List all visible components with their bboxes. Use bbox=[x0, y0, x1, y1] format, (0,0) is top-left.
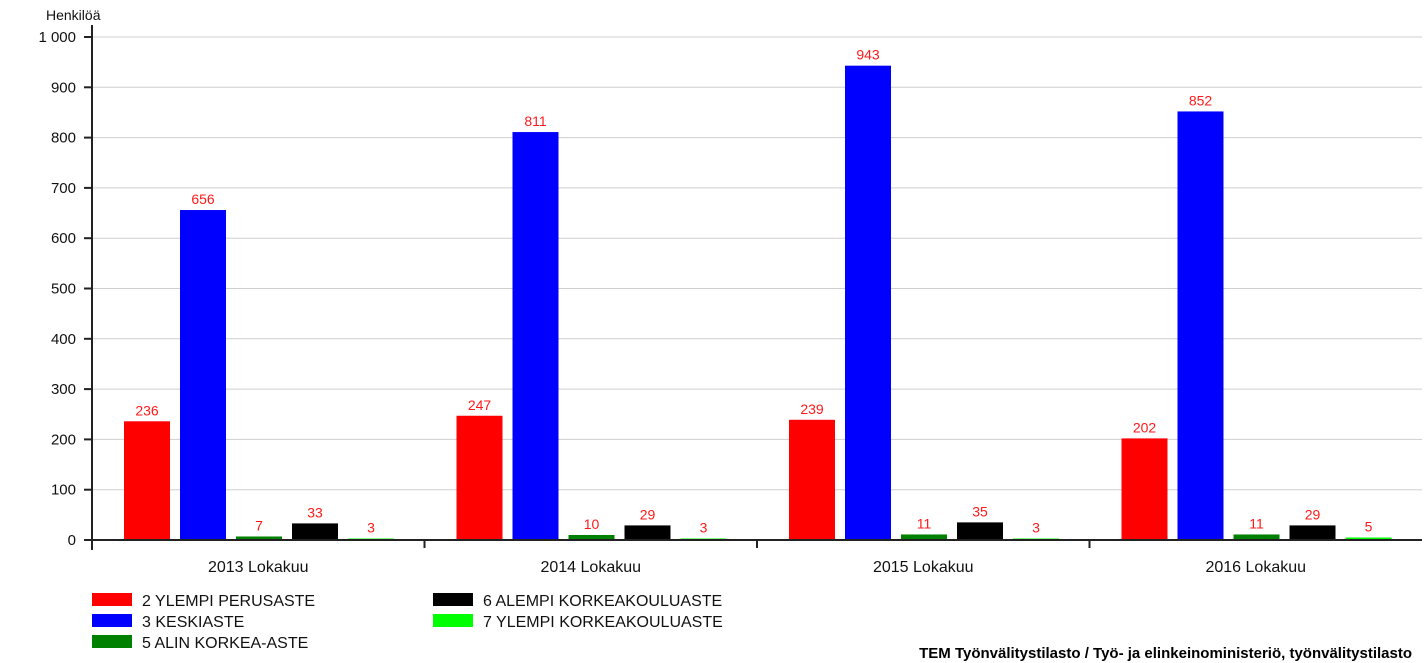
bar bbox=[512, 132, 559, 540]
bar bbox=[456, 415, 503, 540]
y-tick-label: 1 000 bbox=[38, 29, 76, 46]
bar bbox=[624, 525, 671, 540]
legend-swatch bbox=[92, 614, 132, 627]
data-label: 35 bbox=[972, 503, 988, 519]
data-label: 852 bbox=[1189, 92, 1213, 108]
bar bbox=[845, 65, 891, 541]
bar bbox=[292, 523, 338, 540]
gridlines bbox=[92, 36, 1422, 491]
source-note: TEM Työnvälitystilasto / Työ- ja elinkei… bbox=[919, 645, 1412, 662]
x-category-label: 2014 Lokakuu bbox=[540, 559, 641, 576]
legend-label: 5 ALIN KORKEA-ASTE bbox=[142, 635, 308, 652]
y-tick-label: 500 bbox=[51, 281, 76, 298]
y-tick-label: 300 bbox=[51, 381, 76, 398]
data-label: 29 bbox=[1305, 506, 1321, 522]
bar bbox=[1177, 111, 1224, 540]
data-label: 3 bbox=[700, 519, 708, 535]
bar bbox=[901, 534, 947, 540]
bar bbox=[789, 419, 835, 540]
legend-label: 6 ALEMPI KORKEAKOULUASTE bbox=[483, 593, 722, 610]
y-axis-title: Henkilöä bbox=[46, 7, 101, 23]
data-label: 29 bbox=[640, 506, 656, 522]
data-label: 247 bbox=[468, 397, 492, 413]
bar bbox=[568, 534, 615, 540]
y-tick-label: 800 bbox=[51, 130, 76, 147]
bar bbox=[124, 421, 170, 540]
data-label: 7 bbox=[255, 517, 263, 533]
y-tick-label: 400 bbox=[51, 331, 76, 348]
bar bbox=[1345, 537, 1392, 540]
data-label: 202 bbox=[1133, 419, 1157, 435]
bar bbox=[236, 536, 282, 540]
legend-label: 2 YLEMPI PERUSASTE bbox=[142, 593, 315, 610]
bar bbox=[1289, 525, 1336, 540]
data-label: 3 bbox=[1032, 519, 1040, 535]
x-category-label: 2016 Lokakuu bbox=[1205, 559, 1306, 576]
legend-swatch bbox=[433, 593, 473, 606]
data-label: 10 bbox=[584, 516, 600, 532]
x-axis-categories: 2013 Lokakuu 2014 Lokakuu 2015 Lokakuu 2016… bbox=[208, 540, 1306, 576]
bar bbox=[1121, 438, 1168, 540]
data-labels: 2366567333247811102932399431135320285211… bbox=[135, 47, 1372, 536]
x-category-label: 2013 Lokakuu bbox=[208, 559, 309, 576]
y-tick-label: 100 bbox=[51, 482, 76, 499]
data-label: 5 bbox=[1365, 518, 1373, 534]
legend-swatch bbox=[433, 614, 473, 627]
y-axis-ticks: 0 100 200 300 400 500 600 700 800 900 1 000 bbox=[38, 29, 92, 549]
bar bbox=[1233, 534, 1280, 540]
data-label: 236 bbox=[135, 402, 159, 418]
y-tick-label: 900 bbox=[51, 79, 76, 96]
y-tick-label: 700 bbox=[51, 180, 76, 197]
data-label: 656 bbox=[191, 191, 215, 207]
x-category-label: 2015 Lokakuu bbox=[873, 559, 974, 576]
legend-label: 7 YLEMPI KORKEAKOULUASTE bbox=[483, 614, 723, 631]
data-label: 33 bbox=[307, 504, 323, 520]
y-tick-label: 0 bbox=[68, 532, 76, 549]
bars bbox=[124, 65, 1392, 541]
y-tick-label: 200 bbox=[51, 431, 76, 448]
data-label: 943 bbox=[856, 47, 880, 63]
data-label: 11 bbox=[1249, 515, 1264, 531]
data-label: 239 bbox=[800, 401, 824, 417]
legend: 2 YLEMPI PERUSASTE 3 KESKIASTE 5 ALIN KORK… bbox=[92, 593, 723, 652]
data-label: 11 bbox=[917, 515, 932, 531]
legend-swatch bbox=[92, 635, 132, 648]
data-label: 3 bbox=[367, 519, 375, 535]
legend-swatch bbox=[92, 593, 132, 606]
y-tick-label: 600 bbox=[51, 230, 76, 247]
data-label: 811 bbox=[524, 113, 547, 129]
bar bbox=[957, 522, 1003, 540]
bar bbox=[180, 210, 226, 541]
legend-label: 3 KESKIASTE bbox=[142, 614, 244, 631]
